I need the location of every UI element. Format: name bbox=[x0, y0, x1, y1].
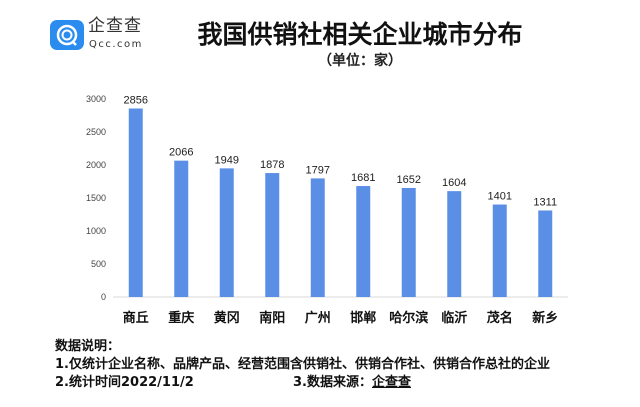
x-tick-label: 商丘 bbox=[123, 310, 149, 326]
data-label: 1797 bbox=[306, 164, 330, 176]
data-label: 1681 bbox=[351, 172, 375, 184]
notes-heading: 数据说明： bbox=[55, 339, 121, 354]
y-tick-label: 0 bbox=[101, 292, 106, 302]
x-tick-label: 邯郸 bbox=[350, 310, 376, 326]
notes-line-3-prefix: 3.数据来源： bbox=[293, 375, 372, 390]
data-label: 1878 bbox=[260, 159, 284, 171]
bar-黄冈 bbox=[219, 168, 234, 297]
data-label: 2856 bbox=[124, 95, 148, 107]
bar-商丘 bbox=[128, 108, 143, 297]
bar-南阳 bbox=[265, 173, 280, 297]
notes-line-2: 2.统计时间2022/11/2 bbox=[55, 375, 194, 390]
data-label: 1949 bbox=[215, 154, 239, 166]
data-label: 2066 bbox=[169, 147, 193, 159]
x-tick-label: 广州 bbox=[305, 310, 331, 326]
qcc-logo-icon bbox=[50, 20, 84, 50]
chart-title: 我国供销社相关企业城市分布 bbox=[197, 20, 523, 49]
data-label: 1652 bbox=[397, 174, 421, 186]
y-tick-label: 3000 bbox=[86, 94, 106, 104]
chart-subtitle: （单位：家） bbox=[318, 53, 402, 69]
notes-line-1: 1.仅统计企业名称、品牌产品、经营范围含供销社、供销合作社、供销合作总社的企业 bbox=[55, 357, 550, 372]
data-label: 1311 bbox=[533, 196, 557, 208]
x-tick-label: 新乡 bbox=[532, 310, 558, 326]
bar-新乡 bbox=[538, 210, 553, 297]
data-notes: 数据说明： 1.仅统计企业名称、品牌产品、经营范围含供销社、供销合作社、供销合作… bbox=[55, 338, 550, 392]
logo-name-en: Qcc.com bbox=[89, 39, 143, 50]
bar-广州 bbox=[310, 178, 325, 297]
x-tick-label: 南阳 bbox=[259, 310, 285, 326]
x-tick-label: 临沂 bbox=[441, 310, 467, 326]
bar-临沂 bbox=[447, 191, 462, 297]
y-tick-label: 1500 bbox=[86, 193, 106, 203]
x-tick-label: 黄冈 bbox=[214, 310, 240, 326]
bar-邯郸 bbox=[356, 186, 371, 297]
x-tick-label: 重庆 bbox=[168, 310, 194, 326]
y-tick-label: 500 bbox=[91, 259, 106, 269]
bar-哈尔滨 bbox=[401, 187, 416, 297]
x-tick-label: 茂名 bbox=[487, 310, 513, 326]
bar-茂名 bbox=[492, 204, 507, 297]
data-label: 1401 bbox=[488, 191, 512, 203]
data-label: 1604 bbox=[442, 177, 466, 189]
logo-name-cn: 企查查 bbox=[88, 16, 142, 36]
y-tick-label: 2000 bbox=[86, 160, 106, 170]
y-tick-label: 2500 bbox=[86, 127, 106, 137]
bar-重庆 bbox=[174, 160, 189, 297]
y-tick-label: 1000 bbox=[86, 226, 106, 236]
x-tick-label: 哈尔滨 bbox=[389, 310, 428, 326]
notes-source-link: 企查查 bbox=[371, 375, 411, 390]
